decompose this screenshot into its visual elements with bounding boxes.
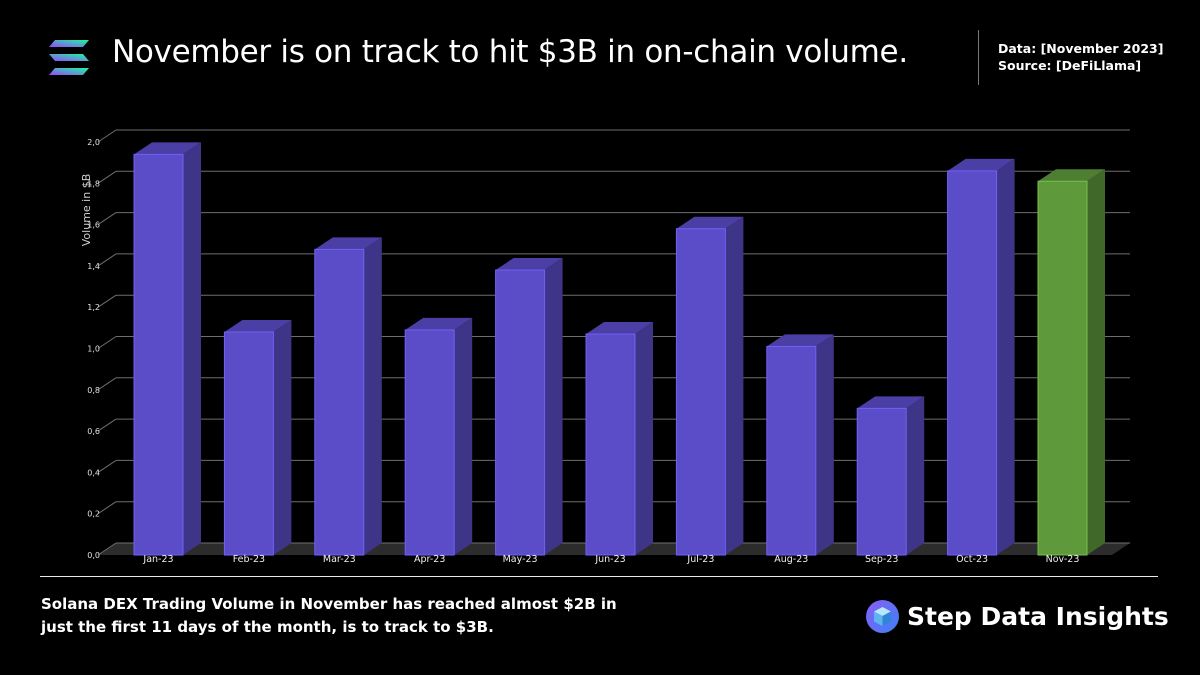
bar-Apr-23: [404, 317, 473, 556]
bar-front: [404, 329, 455, 556]
bar-Aug-23: [766, 334, 834, 556]
bar-top: [495, 258, 563, 271]
x-tick-label: Sep-23: [865, 554, 898, 565]
bar-front: [585, 333, 636, 556]
bar-Oct-23: [947, 158, 1015, 556]
bar-top: [676, 216, 744, 229]
x-tick-label: Jul-23: [686, 554, 714, 565]
y-tick-label: 0,2: [87, 510, 100, 519]
y-tick-label: 1,0: [87, 345, 100, 354]
bar-side: [725, 216, 744, 556]
bar-side: [815, 334, 834, 555]
x-tick-label: Nov-23: [1046, 554, 1080, 565]
data-source-block: Data: [November 2023] Source: [DeFiLlama…: [998, 40, 1163, 74]
bar-front: [947, 170, 998, 556]
chart-caption: Solana DEX Trading Volume in November ha…: [41, 595, 617, 636]
header-divider: [978, 30, 979, 85]
bar-top: [947, 158, 1015, 171]
x-tick-label: Oct-23: [956, 554, 988, 565]
bar-top: [766, 334, 834, 347]
page-title: November is on track to hit $3B in on-ch…: [112, 34, 908, 70]
bar-side: [996, 158, 1015, 555]
bar-side: [1087, 169, 1105, 556]
gridline-diagonal: [97, 542, 117, 556]
bar-side: [544, 258, 563, 555]
bar-top: [224, 319, 292, 332]
x-tick-label: Jan-23: [142, 554, 173, 565]
bar-front: [1037, 180, 1088, 556]
bar-front: [314, 248, 365, 556]
bar-Feb-23: [223, 319, 292, 556]
x-tick-label: Mar-23: [323, 554, 356, 565]
x-tick-label: Aug-23: [774, 554, 808, 565]
bar-Jul-23: [675, 216, 744, 556]
y-tick-label: 0,8: [87, 386, 100, 395]
y-tick-label: 2,0: [87, 138, 100, 147]
bar-front: [223, 331, 274, 556]
bar-side: [183, 142, 201, 555]
gridline-diagonal: [97, 294, 117, 308]
gridline-diagonal: [97, 336, 117, 349]
bar-Nov-23: [1037, 169, 1105, 556]
x-tick-label: May-23: [503, 554, 538, 565]
bar-front: [766, 345, 817, 556]
footer-divider: [40, 576, 1158, 577]
y-axis-label: Volume in $B: [80, 174, 93, 246]
y-tick-label: 0,4: [87, 468, 100, 477]
bar-side: [635, 322, 653, 555]
gridline-diagonal: [97, 377, 117, 391]
gridline-diagonal: [97, 253, 117, 267]
bar-Jun-23: [585, 322, 653, 556]
bar-front: [133, 153, 184, 556]
gridline-diagonal: [97, 418, 117, 432]
bar-Sep-23: [856, 396, 925, 556]
bar-top: [134, 142, 201, 155]
data-date-label: Data: [November 2023]: [998, 41, 1164, 56]
bar-side: [273, 319, 292, 555]
y-tick-label: 1,2: [87, 303, 100, 312]
bar-top: [1038, 169, 1105, 182]
gridline-diagonal: [97, 129, 117, 143]
step-cube-logo-icon: [866, 600, 899, 633]
y-tick-label: 0,0: [87, 551, 100, 560]
bar-top: [405, 317, 473, 330]
bar-side: [454, 317, 473, 555]
bar-Mar-23: [314, 237, 382, 556]
y-tick-label: 1,4: [87, 262, 100, 271]
gridline-diagonal: [97, 212, 117, 226]
x-tick-label: Jun-23: [594, 554, 625, 565]
solana-logo-icon: [49, 40, 89, 75]
y-tick-label: 1,8: [87, 179, 100, 188]
bar-side: [906, 396, 925, 555]
bar-front: [856, 407, 907, 556]
y-tick-label: 1,6: [87, 221, 100, 230]
bar-top: [857, 396, 925, 409]
bar-top: [586, 322, 653, 335]
gridline-diagonal: [97, 501, 117, 515]
x-tick-label: Feb-23: [233, 554, 265, 565]
y-tick-label: 0,6: [87, 427, 100, 436]
gridline-diagonal: [97, 170, 117, 184]
bar-front: [675, 228, 726, 556]
brand-name: Step Data Insights: [907, 602, 1169, 631]
bar-front: [495, 269, 546, 556]
bar-side: [363, 237, 382, 555]
bar-chart: 0,0 0,2 0,4 0,6 0,8 1,0 1,2 1,4 1,6 1,8 2,0 Volume …: [80, 129, 1130, 565]
x-tick-label: Apr-23: [414, 554, 445, 565]
source-label: Source: [DeFiLlama]: [998, 58, 1142, 73]
brand-block: Step Data Insights: [866, 600, 1169, 633]
bar-Jan-23: [133, 142, 201, 556]
gridline-diagonal: [97, 459, 117, 473]
bar-May-23: [495, 258, 563, 556]
bar-top: [314, 237, 382, 250]
